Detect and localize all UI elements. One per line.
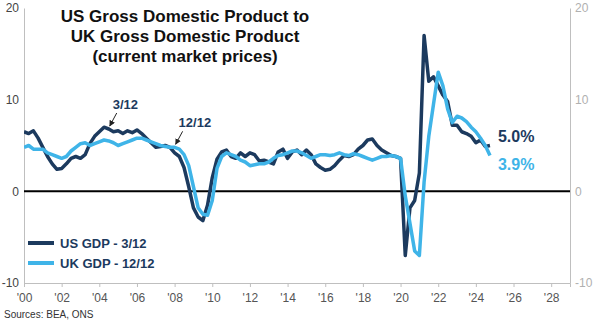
x-axis-tick-label: '14 [280, 291, 296, 305]
legend-label: UK GDP - 12/12 [60, 256, 154, 271]
y-axis-right-tick: 10 [570, 93, 589, 107]
x-axis-tick-label: '06 [130, 291, 146, 305]
source: Sources: BEA, ONS [4, 309, 94, 320]
y-axis-left-tick: 10 [6, 93, 24, 107]
title-line: (current market prices) [92, 47, 277, 66]
x-axis-tick-mark [99, 283, 100, 287]
x-axis-tick: '18 [356, 283, 372, 305]
title-line: UK Gross Domestic Product [71, 27, 300, 46]
y-axis-right-line [570, 9, 571, 284]
x-axis-tick: '04 [92, 283, 108, 305]
x-axis-tick-label: '20 [393, 291, 409, 305]
legend-label: US GDP - 3/12 [60, 236, 146, 251]
x-axis-tick-mark [514, 283, 515, 287]
y-axis-left-tick: 20 [6, 1, 24, 15]
end-label: 3.9% [498, 156, 534, 173]
series-line [24, 36, 490, 256]
plot-area [24, 36, 490, 256]
x-axis-tick-label: '02 [54, 291, 70, 305]
y-axis-right-tick-label: 0 [575, 185, 582, 199]
y-axis-right: -10 0 10 20 [570, 1, 593, 290]
x-axis-tick: '14 [280, 283, 296, 305]
y-axis-right-tick-label: -10 [575, 276, 593, 290]
legend-swatch [28, 241, 54, 245]
x-axis-tick-mark [476, 283, 477, 287]
y-axis-left: -10 0 10 20 [2, 1, 25, 290]
x-axis-tick-mark [137, 283, 138, 287]
x-axis-line [25, 284, 571, 288]
x-axis: '00 '02 '04 '06 '08 '10 '12 '14 '16 '18 '20 '22 '24 '… [17, 283, 571, 305]
x-axis-tick: '00 [17, 283, 33, 305]
zero-line [24, 190, 570, 192]
x-axis-tick-label: '16 [318, 291, 334, 305]
y-axis-right-tick-label: 20 [575, 1, 589, 15]
x-axis-tick: '28 [544, 283, 560, 305]
x-axis-tick-label: '28 [544, 291, 560, 305]
y-axis-left-tick-label: 0 [12, 185, 19, 199]
x-axis-tick: '08 [167, 283, 183, 305]
y-axis-left-tick: -10 [2, 276, 24, 290]
y-axis-left-tick: 0 [12, 185, 24, 199]
x-axis-tick: '06 [130, 283, 146, 305]
x-axis-tick-label: '10 [205, 291, 221, 305]
legend: US GDP - 3/12 UK GDP - 12/12 [28, 236, 154, 271]
x-axis-tick-mark [325, 283, 326, 287]
x-axis-tick: '12 [243, 283, 259, 305]
annotation: 12/12 [179, 115, 212, 130]
y-axis-right-tick: 0 [570, 185, 582, 199]
x-axis-tick: '26 [506, 283, 522, 305]
x-axis-tick: '16 [318, 283, 334, 305]
chart-container: -10 0 10 20 -10 0 10 20 '00 '02 '04 '06 '08 '10 '12 '14… [0, 0, 600, 323]
x-axis-tick-mark [250, 283, 251, 287]
x-axis-tick-mark [24, 283, 25, 287]
y-axis-right-tick: -10 [570, 276, 593, 290]
title-line: US Gross Domestic Product to [61, 7, 309, 26]
x-axis-tick-label: '22 [431, 291, 447, 305]
end-label: 5.0% [498, 128, 534, 145]
x-axis-tick-mark [175, 283, 176, 287]
x-axis-tick: '20 [393, 283, 409, 305]
y-axis-right-tick-label: 10 [575, 93, 589, 107]
x-axis-tick-label: '08 [167, 291, 183, 305]
x-axis-tick-label: '26 [506, 291, 522, 305]
x-axis-tick-mark [288, 283, 289, 287]
x-axis-tick-label: '18 [356, 291, 372, 305]
x-axis-tick-mark [401, 283, 402, 287]
x-axis-tick: '02 [54, 283, 70, 305]
x-axis-tick-label: '00 [17, 291, 33, 305]
x-axis-tick-label: '24 [469, 291, 485, 305]
x-axis-tick-label: '04 [92, 291, 108, 305]
title: US Gross Domestic Product toUK Gross Dom… [61, 7, 309, 66]
annotation-arrow [176, 131, 183, 144]
x-axis-tick-label: '12 [243, 291, 259, 305]
series-line [24, 72, 490, 255]
x-axis-tick-mark [363, 283, 364, 287]
y-axis-left-tick-label: 10 [6, 93, 20, 107]
x-axis-tick-mark [212, 283, 213, 287]
y-axis-right-tick: 20 [570, 1, 589, 15]
legend-swatch [28, 261, 54, 265]
chart-svg: -10 0 10 20 -10 0 10 20 '00 '02 '04 '06 '08 '10 '12 '14… [0, 0, 600, 323]
x-axis-tick-mark [62, 283, 63, 287]
y-axis-left-tick-label: 20 [6, 1, 20, 15]
x-axis-tick: '22 [431, 283, 447, 305]
x-axis-tick-mark [551, 283, 552, 287]
annotation-arrow [110, 113, 117, 126]
annotation: 3/12 [113, 97, 138, 112]
x-axis-tick-mark [438, 283, 439, 287]
x-axis-tick: '10 [205, 283, 221, 305]
y-axis-left-tick-label: -10 [2, 276, 20, 290]
x-axis-tick: '24 [469, 283, 485, 305]
